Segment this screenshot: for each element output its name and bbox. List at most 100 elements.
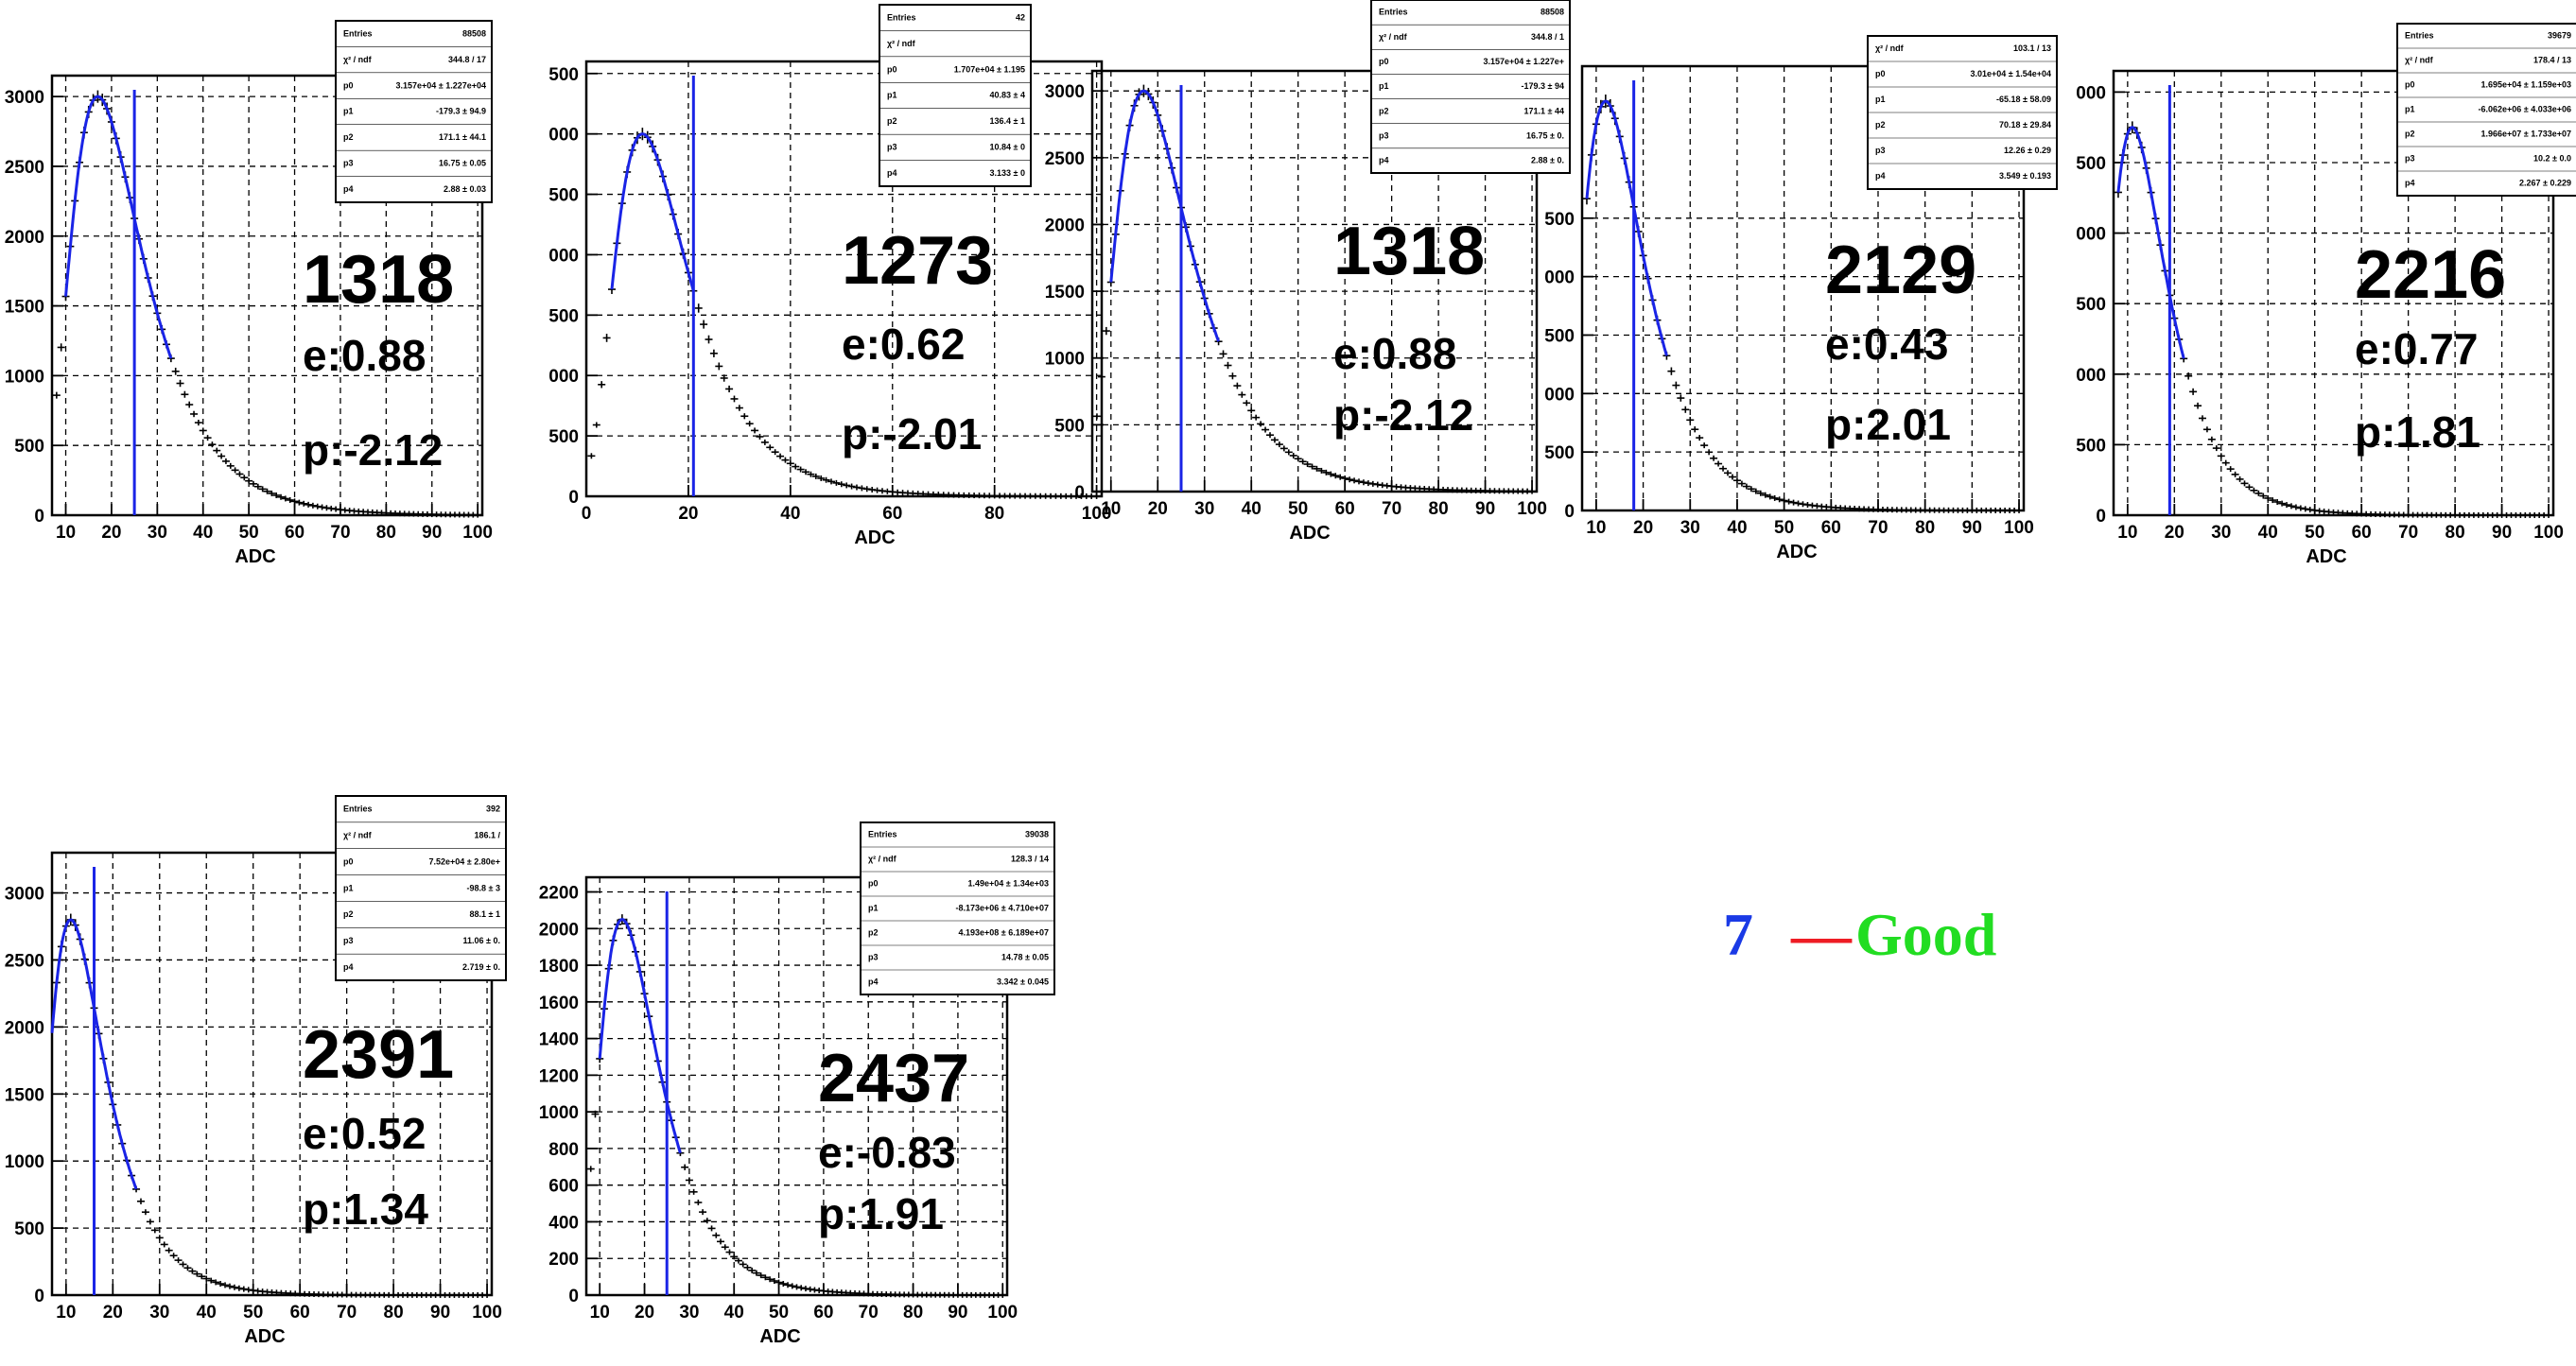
stats-key: p0 bbox=[1875, 69, 1886, 78]
stats-value: 2.88 ± 0.03 bbox=[444, 184, 486, 194]
histogram-svg-5: 10 20 30 40 50 60 70 80 90 1000500000500000500000… bbox=[2076, 23, 2576, 567]
histogram-svg-7: 10 20 30 40 50 60 70 80 90 1000200400600800100012… bbox=[539, 821, 1055, 1347]
stats-value: 1.49e+04 ± 1.34e+03 bbox=[967, 879, 1049, 889]
stats-key: p4 bbox=[1379, 156, 1389, 165]
stats-value: 70.18 ± 29.84 bbox=[1999, 120, 2051, 130]
stats-value: 3.01e+04 ± 1.54e+04 bbox=[1970, 69, 2051, 78]
stats-value: 186.1 / bbox=[474, 831, 500, 840]
x-tick-label: 10 bbox=[56, 1303, 76, 1323]
stats-value: -8.173e+06 ± 4.710e+07 bbox=[955, 904, 1049, 913]
stats-key: p2 bbox=[1379, 106, 1389, 115]
x-tick-label: 90 bbox=[430, 1303, 450, 1323]
stats-value: 1.695e+04 ± 1.159e+03 bbox=[2480, 80, 2571, 90]
y-tick-label: 1600 bbox=[539, 994, 579, 1013]
stats-value: 10.84 ± 0 bbox=[990, 143, 1025, 152]
x-axis-title: ADC bbox=[1776, 542, 1817, 562]
y-tick-label: 1500 bbox=[5, 1085, 44, 1105]
good-count: 7 bbox=[1723, 901, 1753, 968]
y-tick-label: 500 bbox=[14, 1219, 44, 1239]
stats-value: 344.8 / 17 bbox=[448, 55, 486, 64]
annotation-p: p:2.01 bbox=[1825, 400, 1951, 449]
stats-value: 103.1 / 13 bbox=[2013, 43, 2051, 53]
annotation-number: 2437 bbox=[818, 1041, 969, 1116]
y-tick-label: 2000 bbox=[5, 228, 44, 248]
y-tick-label: 800 bbox=[548, 1140, 579, 1160]
stats-key: p3 bbox=[1875, 146, 1886, 155]
x-tick-label: 40 bbox=[193, 523, 213, 543]
stats-key: p4 bbox=[343, 184, 354, 194]
stats-key: p0 bbox=[343, 856, 354, 866]
stats-box: Entries 88508 χ² / ndf 344.8 / 1 p0 3.157e+04… bbox=[1370, 0, 1571, 174]
y-tick-label: 500 bbox=[14, 437, 44, 457]
stats-value: 1.707e+04 ± 1.195 bbox=[954, 64, 1025, 74]
stats-value: 39679 bbox=[2548, 31, 2571, 41]
annotation-number: 1318 bbox=[303, 242, 454, 318]
stats-key: χ² / ndf bbox=[2405, 56, 2434, 65]
stats-key: p3 bbox=[1379, 130, 1389, 140]
annotation-e: e:0.52 bbox=[303, 1109, 426, 1158]
stats-value: -179.3 ± 94 bbox=[1522, 81, 1564, 91]
stats-value: 3.549 ± 0.193 bbox=[1999, 171, 2051, 181]
y-tick-label: 000 bbox=[2076, 225, 2106, 245]
fit-curve bbox=[610, 132, 695, 292]
stats-key: p4 bbox=[343, 962, 354, 972]
y-tick-label: 500 bbox=[548, 427, 579, 447]
y-tick-label: 0 bbox=[1564, 502, 1575, 522]
stats-key: p1 bbox=[887, 91, 897, 100]
annotation-e: e:0.88 bbox=[1333, 329, 1456, 378]
y-tick-label: 2000 bbox=[539, 920, 579, 940]
plot-frame bbox=[50, 74, 484, 517]
stats-key: p4 bbox=[2405, 179, 2415, 188]
stats-key: Entries bbox=[2405, 31, 2434, 41]
annotation-number: 2216 bbox=[2355, 237, 2506, 313]
x-tick-label: 30 bbox=[1680, 518, 1700, 538]
y-tick-label: 0 bbox=[34, 1287, 44, 1306]
x-tick-label: 100 bbox=[987, 1303, 1018, 1323]
stats-value: 16.75 ± 0.05 bbox=[439, 159, 486, 168]
stats-value: -98.8 ± 3 bbox=[467, 883, 500, 892]
stats-value: 2.88 ± 0. bbox=[1531, 156, 1564, 165]
fit-curve bbox=[1585, 99, 1668, 356]
stats-key: p3 bbox=[887, 143, 897, 152]
x-tick-label: 60 bbox=[2352, 523, 2372, 543]
histogram-svg-6: 10 20 30 40 50 60 70 80 90 1000500100015002000250… bbox=[5, 795, 507, 1347]
x-axis-title: ADC bbox=[759, 1326, 800, 1347]
x-tick-label: 40 bbox=[197, 1303, 217, 1323]
y-tick-label: 2500 bbox=[5, 158, 44, 178]
x-tick-label: 40 bbox=[2258, 523, 2278, 543]
histogram-panel-5: 10 20 30 40 50 60 70 80 90 100 0 500 000 500 000 500 000… bbox=[2071, 0, 2576, 586]
stats-value: 3.133 ± 0 bbox=[990, 168, 1025, 178]
x-axis-title: ADC bbox=[1289, 523, 1330, 544]
x-axis-title: ADC bbox=[854, 527, 895, 548]
y-tick-label: 1500 bbox=[1045, 283, 1085, 303]
y-tick-label: 000 bbox=[1544, 268, 1575, 288]
histogram-panel-1: 10 20 30 40 50 60 70 80 90 100 0 500 1000 1500 2000 250… bbox=[0, 0, 511, 586]
stats-value: -65.18 ± 58.09 bbox=[1996, 95, 2051, 104]
stats-key: Entries bbox=[1379, 8, 1408, 17]
y-tick-label: 3000 bbox=[1045, 82, 1085, 102]
x-tick-label: 50 bbox=[1774, 518, 1794, 538]
stats-key: p0 bbox=[2405, 80, 2415, 90]
stats-box-frame bbox=[335, 20, 493, 203]
stats-value: 42 bbox=[1016, 12, 1025, 22]
x-axis-title: ADC bbox=[235, 546, 275, 567]
annotation-e: e:0.62 bbox=[842, 320, 965, 369]
x-tick-label: 70 bbox=[337, 1303, 357, 1323]
stats-key: p3 bbox=[868, 953, 879, 962]
y-tick-label: 500 bbox=[2076, 295, 2106, 315]
annotation-e: e:-0.83 bbox=[818, 1128, 956, 1177]
x-tick-label: 80 bbox=[384, 1303, 404, 1323]
stats-value: 3.157e+04 ± 1.227e+ bbox=[1483, 57, 1564, 66]
x-tick-label: 50 bbox=[239, 523, 259, 543]
plot-frame bbox=[2112, 69, 2555, 517]
y-tick-label: 500 bbox=[548, 306, 579, 326]
x-tick-label: 90 bbox=[948, 1303, 967, 1323]
stats-value: 2.719 ± 0. bbox=[462, 962, 500, 972]
y-tick-label: 500 bbox=[1544, 443, 1575, 463]
x-tick-label: 70 bbox=[1382, 499, 1401, 519]
y-tick-label: 3000 bbox=[5, 88, 44, 108]
stats-value: -6.062e+06 ± 4.033e+06 bbox=[2478, 105, 2571, 114]
plot-frame bbox=[584, 60, 1104, 498]
stats-key: p2 bbox=[343, 132, 354, 142]
x-tick-label: 20 bbox=[101, 523, 121, 543]
